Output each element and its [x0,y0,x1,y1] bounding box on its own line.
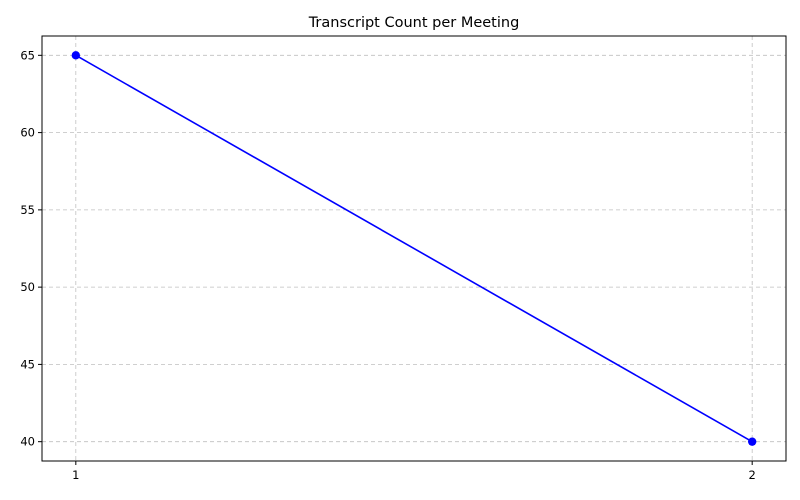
grid [42,36,786,461]
x-tick-label: 1 [72,468,79,482]
y-tick-label: 45 [20,357,35,371]
y-tick-label: 50 [20,280,35,294]
data-point [71,51,81,60]
y-tick-label: 40 [20,435,35,449]
plot-frame [41,35,787,462]
data-point [747,437,757,446]
x-tick-label: 2 [749,468,756,482]
y-tick-label: 60 [20,126,35,140]
chart-title: Transcript Count per Meeting [308,15,520,31]
series-layer [71,51,757,446]
y-tick-label: 65 [20,48,35,62]
series-line [75,54,753,443]
y-tick-label: 55 [20,203,35,217]
ticks: 40 45 50 55 60 65 1 2 [20,48,755,482]
